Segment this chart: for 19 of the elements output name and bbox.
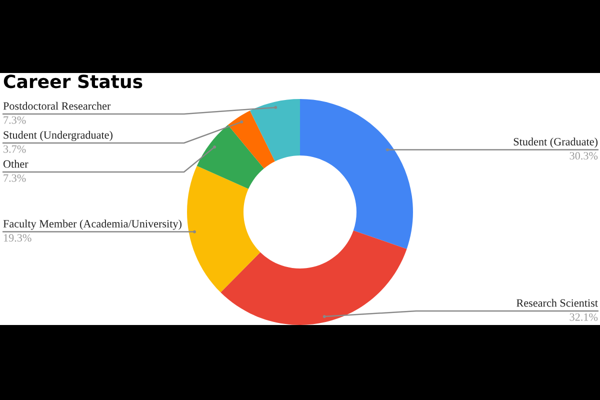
data-label: 7.3% [4,174,26,182]
slice-label: Postdoctoral Researcher [3,102,111,110]
donut-slice [196,124,264,189]
slice-label: Faculty Member (Academia/University) [3,220,182,230]
data-label: 30.3% [570,152,598,160]
slice-label: Other [3,160,28,168]
donut-slice [250,99,300,162]
slice-label: Student (Graduate) [514,138,598,148]
data-label: 3.7% [4,145,26,153]
data-label: 32.1% [570,313,598,321]
chart-title: Career Status [4,74,142,88]
donut-slice [300,99,413,249]
donut-slice [187,166,260,292]
slice-label: Student (Undergraduate) [4,130,112,141]
data-label: 19.3% [4,234,32,242]
donut-slice [220,230,407,325]
donut-slice [228,110,275,168]
data-label: 7.3% [4,116,26,124]
slice-label: Research Scientist [516,298,598,307]
